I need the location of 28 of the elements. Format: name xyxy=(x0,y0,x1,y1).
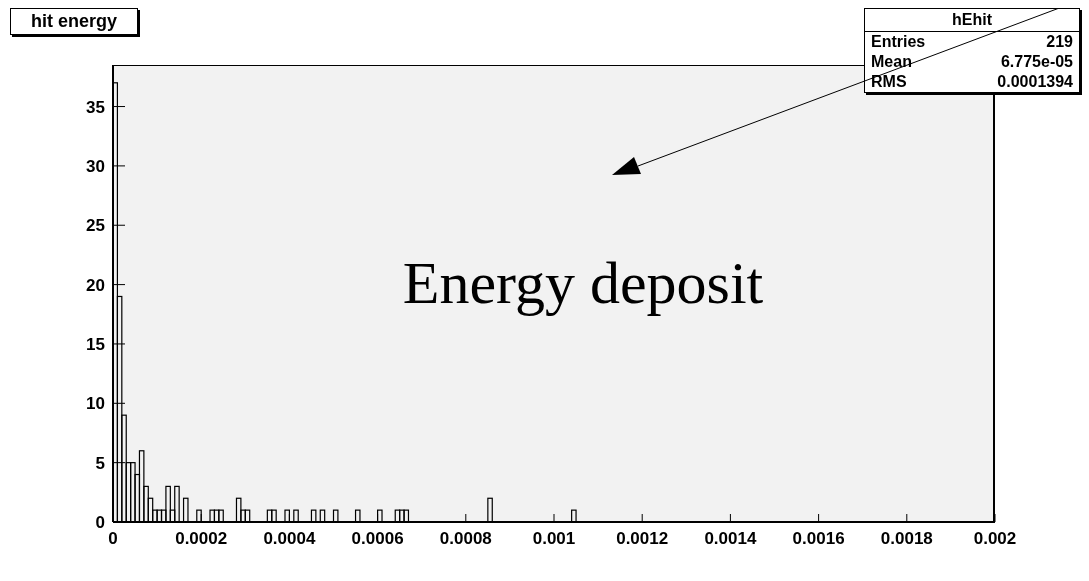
annotation: Energy deposit xyxy=(401,249,765,318)
y-tick-label: 20 xyxy=(86,275,105,295)
x-tick-label: 0.0008 xyxy=(439,529,492,548)
x-tick-label: 0.0016 xyxy=(792,529,845,548)
x-tick-label: 0.0004 xyxy=(263,529,316,548)
text: 219 xyxy=(1046,33,1073,51)
y-tick-label: 15 xyxy=(86,334,105,354)
x-tick-label: 0.0018 xyxy=(880,529,933,548)
x-tick-label: 0.002 xyxy=(973,529,1017,548)
x-tick-label: 0.001 xyxy=(532,529,576,548)
x-tick-label: 0.0012 xyxy=(616,529,669,548)
text: 6.775e-05 xyxy=(1000,53,1073,71)
text: 0.0001394 xyxy=(997,73,1073,91)
x-tick-label: 0.0002 xyxy=(175,529,228,548)
annotation: RMS xyxy=(871,73,907,91)
y-tick-label: 10 xyxy=(86,394,105,414)
annotation: Mean xyxy=(871,53,912,71)
x-tick-label: 0.0006 xyxy=(351,529,404,548)
y-tick-label: 5 xyxy=(95,453,105,473)
text: hEhit xyxy=(865,9,1079,32)
x-tick-label: 0.0014 xyxy=(704,529,757,548)
y-tick-label: 25 xyxy=(86,216,105,236)
x-tick-label: 0 xyxy=(108,529,118,548)
y-tick-label: 30 xyxy=(86,156,105,176)
y-tick-label: 0 xyxy=(95,513,105,532)
chart-title: hit energy xyxy=(10,8,139,35)
y-tick-label: 35 xyxy=(86,97,105,117)
text: Entries xyxy=(871,33,926,51)
